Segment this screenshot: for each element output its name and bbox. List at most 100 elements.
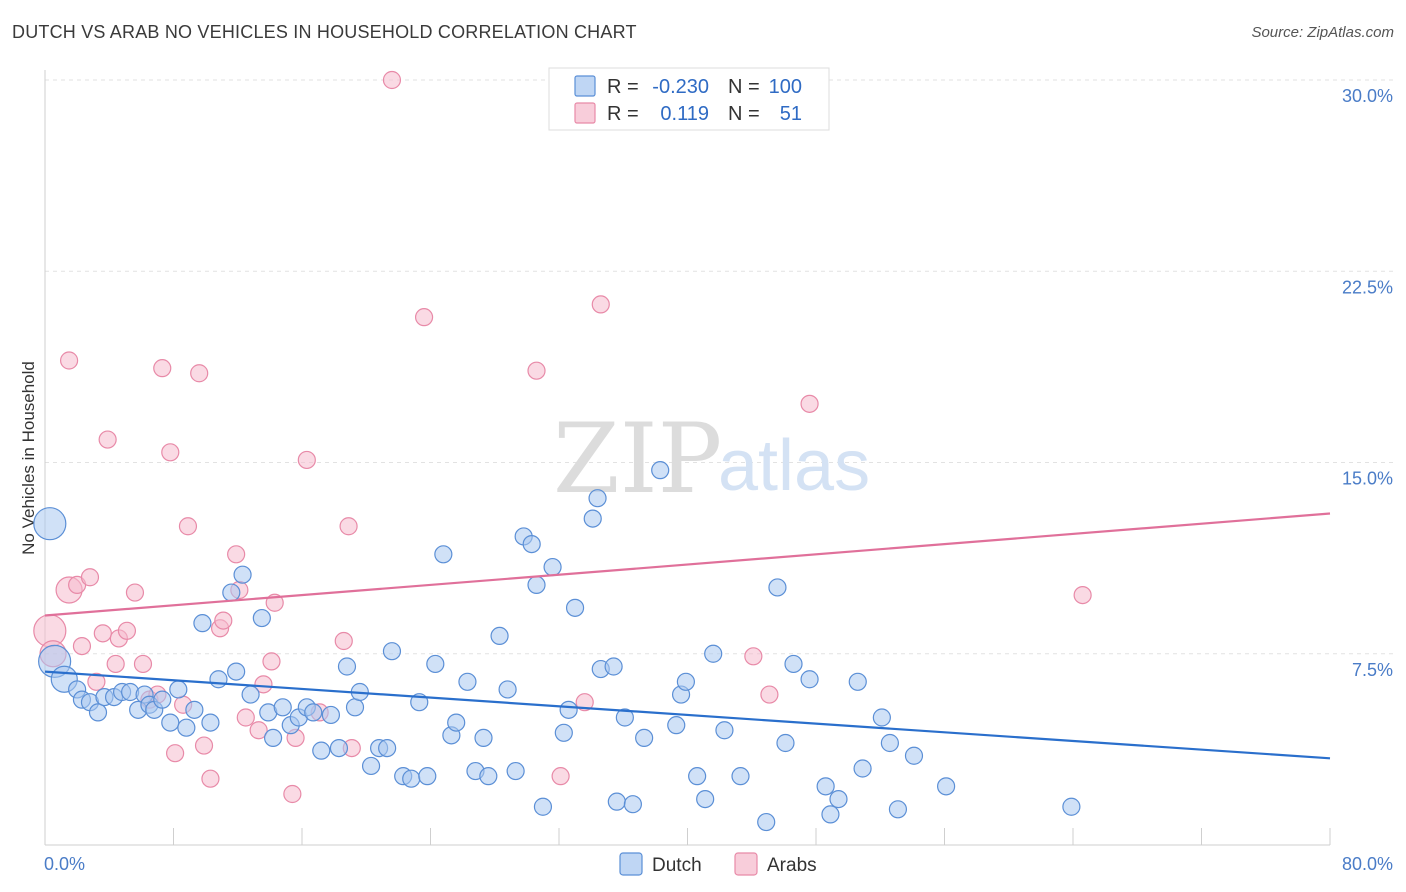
dutch-point	[543, 557, 562, 577]
dutch-point	[402, 769, 421, 788]
dutch-point	[615, 708, 634, 727]
arabs-point	[87, 672, 106, 691]
dutch-point	[816, 777, 835, 796]
dutch-point	[273, 698, 292, 717]
dutch-point	[345, 698, 365, 717]
dutch-point	[498, 680, 517, 699]
legend-r-label-dutch: R =	[607, 76, 639, 98]
source-credit: Source: ZipAtlas.com	[1251, 24, 1394, 41]
legend-swatch-dutch	[574, 75, 596, 97]
dutch-point	[177, 718, 196, 737]
dutch-point	[527, 575, 546, 595]
arabs-point	[201, 769, 220, 788]
dutch-point	[479, 767, 498, 786]
dutch-point	[604, 657, 623, 676]
arabs-point	[283, 784, 302, 804]
arabs-point	[1073, 585, 1092, 605]
arabs-points	[33, 70, 1092, 804]
dutch-point	[458, 672, 477, 691]
arabs-point	[744, 647, 763, 666]
dutch-point	[153, 690, 172, 709]
arabs-point	[59, 351, 79, 370]
y-tick-label: 22.5%	[1342, 277, 1393, 297]
dutch-point	[222, 583, 241, 602]
dutch-point	[201, 713, 220, 732]
dutch-point	[704, 644, 723, 663]
y-axis-label: No Vehicles in Household	[19, 361, 38, 555]
arabs-point	[527, 361, 546, 380]
dutch-point	[88, 703, 108, 722]
dutch-point	[676, 672, 695, 691]
watermark-atlas: atlas	[718, 426, 870, 506]
dutch-point	[559, 700, 578, 719]
legend-swatch-arabs	[574, 102, 596, 124]
legend-n-value-arabs: 51	[780, 103, 802, 125]
dutch-point	[888, 800, 908, 819]
legend-n-label-dutch: N =	[728, 76, 760, 98]
dutch-point	[227, 662, 246, 681]
series-legend-label-dutch: Dutch	[652, 855, 702, 876]
dutch-point	[434, 545, 453, 564]
arabs-point	[236, 708, 255, 727]
series-legend: Dutch Arabs	[619, 852, 817, 876]
dutch-point	[872, 708, 891, 727]
dutch-point	[252, 608, 271, 628]
arabs-point	[190, 364, 209, 383]
arabs-trend-line	[44, 512, 1331, 617]
arabs-point	[760, 685, 779, 704]
x-tick-labels: 0.0% 80.0%	[44, 854, 1393, 874]
dutch-point	[209, 670, 228, 689]
y-tick-label: 7.5%	[1352, 660, 1393, 680]
dutch-trend-line	[44, 670, 1331, 760]
dutch-point	[565, 598, 585, 617]
x-tick-label-max: 80.0%	[1342, 854, 1393, 874]
arabs-point	[800, 394, 819, 413]
dutch-point	[554, 723, 573, 742]
dutch-point	[588, 489, 607, 508]
dutch-point	[853, 759, 872, 778]
arabs-point	[166, 744, 185, 763]
dutch-point	[193, 614, 212, 633]
dutch-point	[361, 756, 381, 776]
arabs-point	[125, 583, 145, 602]
y-tick-labels: 7.5% 15.0% 22.5% 30.0%	[1342, 86, 1393, 680]
dutch-point	[33, 507, 67, 541]
axes	[44, 70, 1331, 846]
arabs-point	[214, 611, 233, 630]
legend-r-value-dutch: -0.230	[652, 76, 709, 98]
arabs-point	[161, 443, 180, 462]
dutch-point	[696, 789, 715, 809]
legend-n-value-dutch: 100	[769, 76, 802, 98]
dutch-point	[185, 700, 204, 719]
arabs-point	[254, 675, 273, 694]
stats-legend: R = -0.230 N = 100 R = 0.119 N = 51	[548, 67, 830, 131]
arabs-point	[80, 568, 100, 587]
dutch-point	[382, 642, 402, 661]
dutch-point	[667, 716, 686, 735]
dutch-point	[241, 685, 260, 704]
dutch-point	[635, 728, 654, 748]
arabs-point	[382, 70, 402, 90]
arabs-point	[551, 767, 570, 786]
dutch-point	[880, 733, 899, 753]
arabs-point	[262, 652, 281, 671]
series-legend-swatch-dutch	[619, 852, 643, 876]
dutch-point	[263, 728, 283, 748]
dutch-point	[715, 721, 734, 740]
arabs-point	[178, 517, 198, 536]
arabs-point	[575, 693, 594, 712]
dutch-point	[800, 670, 819, 689]
dutch-points	[33, 461, 1081, 832]
arabs-point	[297, 450, 316, 470]
watermark-zip: ZIP	[553, 403, 722, 515]
legend-n-label-arabs: N =	[728, 103, 760, 125]
dutch-point	[490, 626, 509, 646]
arabs-point	[117, 621, 137, 640]
dutch-point	[161, 713, 180, 732]
dutch-point	[329, 738, 349, 758]
arabs-point	[334, 631, 353, 651]
dutch-point	[312, 741, 331, 760]
stats-legend-box	[548, 67, 830, 131]
dutch-point	[623, 795, 642, 814]
